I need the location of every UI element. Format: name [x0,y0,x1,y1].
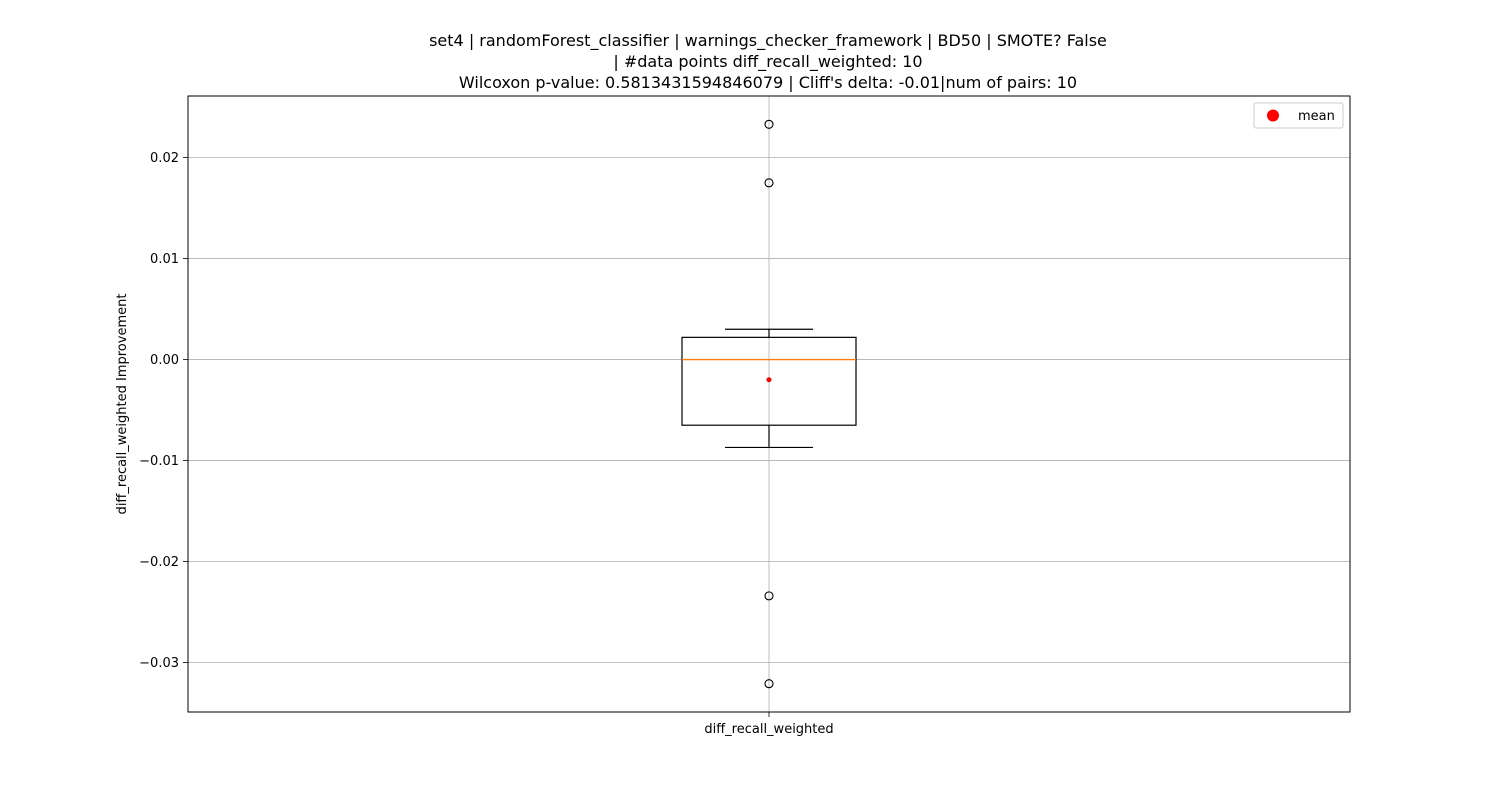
outlier-point [764,679,774,689]
chart-title-line-3: Wilcoxon p-value: 0.5813431594846079 | C… [459,73,1077,92]
tick-layer: 0.02 0.01 0.00 −0.01 −0.02 −0.03 diff_recall_w… [139,151,833,737]
outlier-point [764,119,774,129]
box-plot [681,119,857,689]
y-axis-label: diff_recall_weighted Improvement [115,294,130,515]
outlier-point [764,178,774,188]
y-tick-label: −0.02 [139,555,179,570]
x-tick-label: diff_recall_weighted [704,722,833,737]
y-tick-label: −0.01 [139,454,179,469]
y-tick-label: −0.03 [139,656,179,671]
legend: mean [1253,102,1344,129]
mean-point [766,377,772,383]
box-iqr [681,336,857,426]
y-tick-label: 0.02 [150,151,179,166]
legend-box [1253,102,1344,129]
outlier-point [764,591,774,601]
y-tick-label: 0.01 [150,252,179,267]
legend-mean-marker [1267,109,1279,122]
legend-mean-label: mean [1298,109,1335,124]
y-tick-label: 0.00 [150,353,179,368]
chart-title-line-1: set4 | randomForest_classifier | warning… [429,31,1107,51]
grid-layer [188,96,1350,712]
chart-title-line-2: | #data points diff_recall_weighted: 10 [613,52,922,72]
